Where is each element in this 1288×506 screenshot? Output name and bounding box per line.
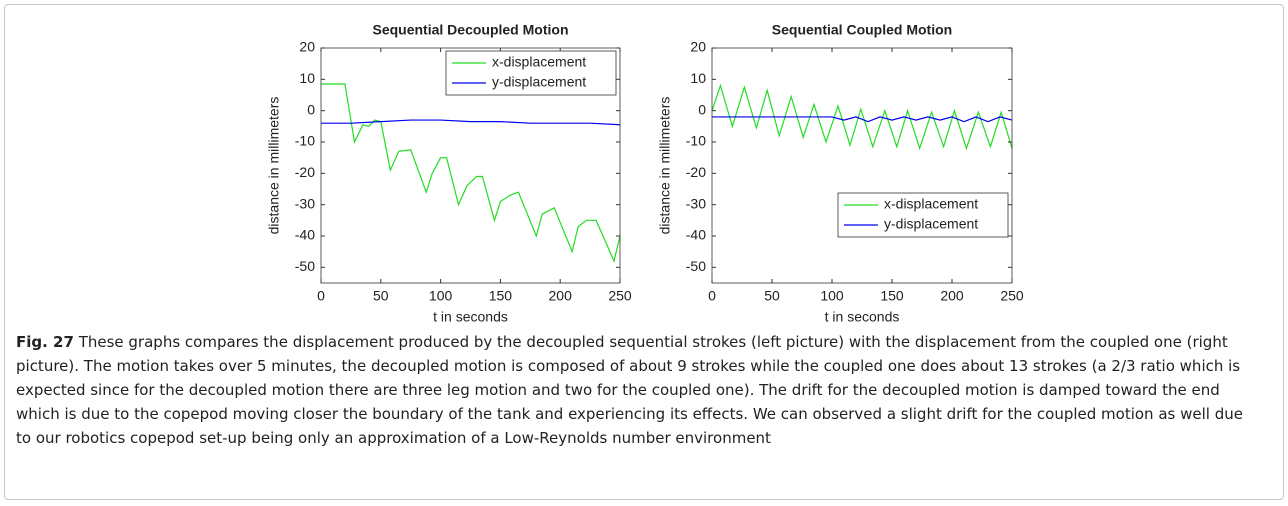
y-tick-label: -30 [686,195,706,211]
data-line [711,83,1013,151]
chart-title: Sequential Decoupled Motion [372,22,568,38]
x-tick-label: 250 [1000,288,1024,304]
plot-area [712,48,1012,283]
caption-label: Fig. 27 [16,333,74,351]
y-tick-label: 0 [307,101,315,117]
legend-box [445,50,617,96]
x-tick-label: 50 [373,288,389,304]
y-tick-label: -20 [295,164,315,180]
x-tick-label: 250 [608,288,632,304]
x-tick-label: 200 [940,288,964,304]
x-axis-label: t in seconds [433,309,508,325]
legend-label: x-displacement [884,196,978,212]
x-tick-label: 100 [820,288,844,304]
chart-title: Sequential Coupled Motion [772,22,952,38]
y-tick-label: -20 [686,164,706,180]
y-tick-label: -30 [295,195,315,211]
caption-text: These graphs compares the displacement p… [16,333,1243,447]
charts: 0 50 100 150 200 250-50-40-30-20-1001020Seque… [266,22,1024,325]
y-tick-label: 0 [698,101,706,117]
x-tick-label: 100 [429,288,453,304]
x-tick-label: 50 [764,288,780,304]
y-tick-label: -10 [686,133,706,149]
caption: Fig. 27 These graphs compares the displa… [16,330,1246,450]
x-axis-label: t in seconds [825,309,900,325]
y-tick-label: 20 [690,39,706,55]
y-tick-label: 10 [299,70,315,86]
legend-label: x-displacement [492,54,586,70]
axes-box [711,47,1013,284]
y-tick-label: -10 [295,133,315,149]
y-tick-label: 20 [299,39,315,55]
legend-box [837,192,1009,238]
y-axis-label: distance in millimeters [266,97,282,235]
data-line [321,119,621,126]
y-tick-label: -50 [686,258,706,274]
y-tick-label: -40 [686,227,706,243]
legend-label: y-displacement [492,74,586,90]
x-tick-label: 0 [317,288,325,304]
x-tick-label: 200 [549,288,573,304]
y-axis-label: distance in millimeters [657,97,673,235]
data-line [712,116,1013,123]
figure-frame [4,4,1284,500]
y-tick-label: -40 [295,227,315,243]
y-tick-label: -50 [295,258,315,274]
x-tick-label: 150 [880,288,904,304]
x-tick-label: 150 [489,288,513,304]
legend-label: y-displacement [884,216,978,232]
x-tick-label: 0 [708,288,716,304]
axes-box [320,47,621,284]
data-line [321,83,621,263]
y-tick-label: 10 [690,70,706,86]
